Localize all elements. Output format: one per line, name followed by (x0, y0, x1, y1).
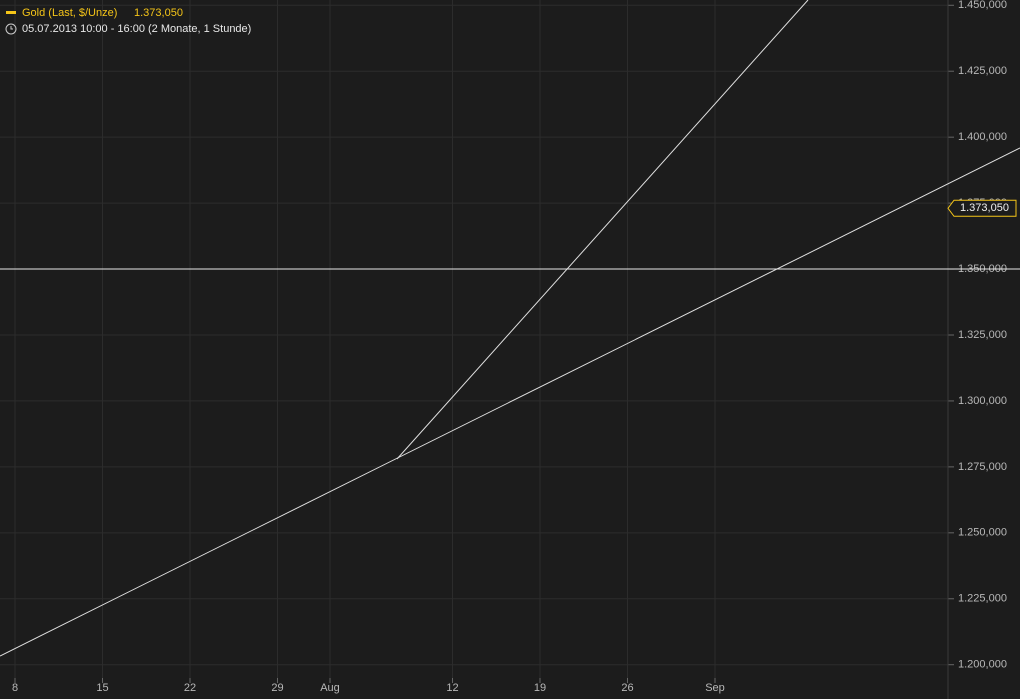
trend-line (0, 147, 1020, 657)
trend-line (396, 0, 809, 460)
y-tick-label: 1.300,000 (958, 395, 1007, 407)
x-tick-label: 12 (446, 682, 458, 694)
legend-swatch (6, 11, 16, 14)
y-tick-label: 1.250,000 (958, 527, 1007, 539)
x-tick-label: 15 (96, 682, 108, 694)
x-tick-label: 26 (621, 682, 633, 694)
y-tick-label: 1.400,000 (958, 131, 1007, 143)
last-value-label: 1.373,050 (960, 202, 1009, 214)
y-tick-label: 1.325,000 (958, 329, 1007, 341)
x-tick-label: Aug (320, 682, 340, 694)
clock-hand (10, 26, 13, 30)
y-tick-label: 1.425,000 (958, 65, 1007, 77)
x-tick-label: 19 (534, 682, 546, 694)
x-tick-label: 8 (12, 682, 18, 694)
x-tick-label: 22 (184, 682, 196, 694)
y-tick-label: 1.275,000 (958, 461, 1007, 473)
y-tick-label: 1.200,000 (958, 659, 1007, 671)
clock-icon (5, 23, 17, 35)
legend-label: Gold (Last, $/Unze) (22, 7, 117, 19)
x-tick-label: Sep (705, 682, 725, 694)
x-tick-label: 29 (271, 682, 283, 694)
header-last-value: 1.373,050 (134, 7, 183, 19)
y-tick-label: 1.450,000 (958, 0, 1007, 11)
y-tick-label: 1.225,000 (958, 593, 1007, 605)
last-value-tag (947, 199, 1017, 217)
subtitle: 05.07.2013 10:00 - 16:00 (2 Monate, 1 St… (22, 23, 251, 35)
